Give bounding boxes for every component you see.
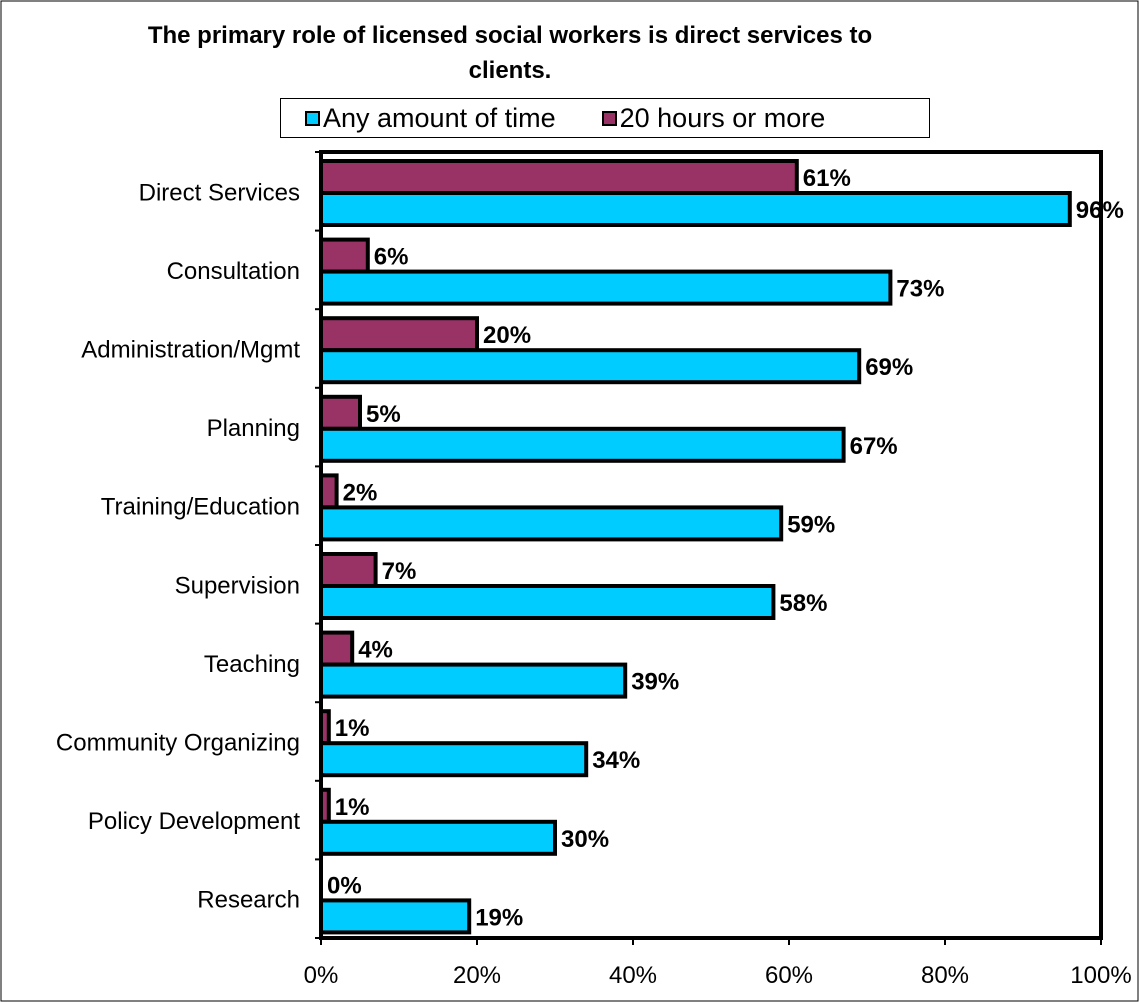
legend: Any amount of time 20 hours or more — [280, 98, 930, 138]
data-label-any-amount-of-time-consultation: 73% — [896, 276, 944, 303]
bar-any-amount-of-time-teaching — [319, 662, 628, 699]
category-label-research: Research — [197, 887, 300, 914]
legend-swatch-20-hours — [601, 110, 617, 126]
data-label-20-hours-or-more-research: 0% — [327, 872, 362, 899]
category-label-direct-services: Direct Services — [139, 179, 300, 206]
legend-item-any-amount: Any amount of time — [305, 103, 556, 134]
bar-any-amount-of-time-administration-mgmt — [319, 348, 862, 385]
category-label-planning: Planning — [207, 415, 300, 442]
x-tick-label-0: 0% — [304, 962, 339, 989]
x-tick-label-20: 20% — [453, 962, 501, 989]
data-label-20-hours-or-more-community-organizing: 1% — [335, 715, 370, 742]
bar-any-amount-of-time-consultation — [319, 269, 893, 306]
bar-any-amount-of-time-training-education — [319, 505, 784, 542]
category-label-teaching: Teaching — [204, 651, 300, 678]
category-label-community-organizing: Community Organizing — [56, 730, 300, 757]
data-label-20-hours-or-more-consultation: 6% — [374, 244, 409, 271]
bar-20-hours-or-more-direct-services — [319, 159, 799, 195]
data-label-any-amount-of-time-direct-services: 96% — [1076, 197, 1124, 224]
category-label-consultation: Consultation — [167, 258, 300, 285]
bar-any-amount-of-time-policy-development — [319, 819, 557, 856]
data-label-any-amount-of-time-teaching: 39% — [631, 669, 679, 696]
data-label-20-hours-or-more-training-education: 2% — [343, 479, 378, 506]
x-tick-label-80: 80% — [921, 962, 969, 989]
data-label-20-hours-or-more-administration-mgmt: 20% — [483, 322, 531, 349]
bar-any-amount-of-time-research — [319, 898, 472, 935]
legend-label-any-amount: Any amount of time — [323, 102, 556, 133]
x-tick-label-60: 60% — [765, 962, 813, 989]
data-label-any-amount-of-time-administration-mgmt: 69% — [865, 354, 913, 381]
bar-20-hours-or-more-administration-mgmt — [319, 316, 479, 353]
legend-label-20-hours: 20 hours or more — [619, 102, 826, 133]
data-label-any-amount-of-time-research: 19% — [475, 904, 523, 931]
category-label-policy-development: Policy Development — [88, 808, 300, 835]
data-label-any-amount-of-time-policy-development: 30% — [561, 826, 609, 853]
legend-item-20-hours: 20 hours or more — [601, 102, 826, 134]
bar-20-hours-or-more-supervision — [319, 552, 378, 588]
chart-title: The primary role of licensed social work… — [147, 22, 873, 84]
data-label-any-amount-of-time-community-organizing: 34% — [592, 747, 640, 774]
data-label-20-hours-or-more-direct-services: 61% — [803, 165, 851, 192]
bar-any-amount-of-time-supervision — [319, 584, 776, 620]
x-tick-label-100: 100% — [1070, 962, 1131, 989]
bar-20-hours-or-more-planning — [319, 394, 362, 431]
data-label-20-hours-or-more-planning: 5% — [366, 401, 401, 428]
bar-20-hours-or-more-consultation — [319, 237, 370, 274]
category-label-supervision: Supervision — [175, 572, 300, 599]
bar-any-amount-of-time-planning — [319, 426, 846, 463]
bar-any-amount-of-time-direct-services — [319, 191, 1072, 227]
category-label-training-education: Training/Education — [101, 494, 300, 521]
data-label-any-amount-of-time-supervision: 58% — [779, 590, 827, 617]
data-label-any-amount-of-time-planning: 67% — [850, 433, 898, 460]
category-label-administration-mgmt: Administration/Mgmt — [81, 337, 300, 364]
bar-any-amount-of-time-community-organizing — [319, 741, 589, 778]
data-label-20-hours-or-more-teaching: 4% — [358, 637, 393, 664]
data-label-any-amount-of-time-training-education: 59% — [787, 511, 835, 538]
bar-20-hours-or-more-teaching — [319, 630, 355, 667]
data-label-20-hours-or-more-policy-development: 1% — [335, 794, 370, 821]
bar-20-hours-or-more-training-education — [319, 473, 339, 510]
data-label-20-hours-or-more-supervision: 7% — [382, 558, 417, 585]
legend-swatch-any-amount — [305, 110, 320, 126]
x-tick-label-40: 40% — [609, 962, 657, 989]
